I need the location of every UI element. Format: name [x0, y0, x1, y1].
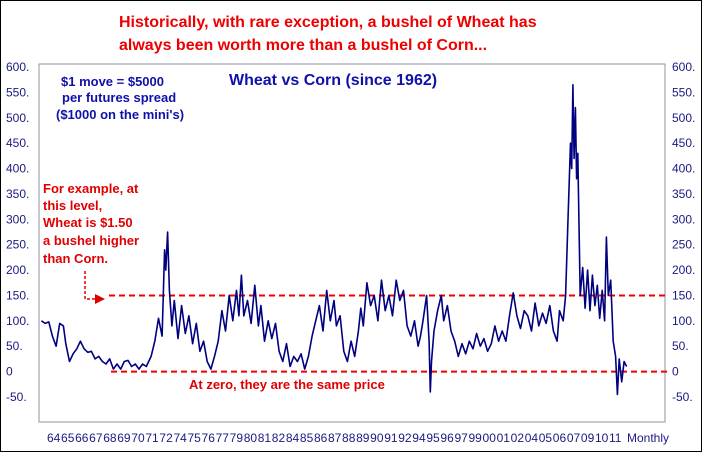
x-tick: 06 [553, 431, 567, 445]
x-tick: 94 [412, 431, 426, 445]
y-tick-left: 0 [6, 365, 13, 379]
y-tick-right: -50. [672, 390, 693, 404]
x-tick: 67 [89, 431, 103, 445]
x-tick: 68 [103, 431, 117, 445]
x-tick: 92 [398, 431, 412, 445]
x-tick: 99 [469, 431, 483, 445]
y-tick-left: 150. [6, 288, 29, 302]
x-tick: 11 [609, 431, 622, 445]
y-tick-left: 550. [6, 85, 29, 99]
x-tick: 09 [581, 431, 595, 445]
y-tick-right: 600. [672, 60, 695, 74]
spread-note-line-1: $1 move = $5000 [61, 74, 164, 89]
x-tick: 87 [328, 431, 342, 445]
example-note-line-5: than Corn. [43, 251, 108, 266]
y-axis-left: 600. 550. 500. 450. 400. 350. 300. 250. 200. 150.… [6, 60, 29, 404]
chart-title: Wheat vs Corn (since 1962) [229, 72, 437, 89]
y-tick-right: 100. [672, 314, 695, 328]
wheat-corn-spread-line [40, 84, 628, 396]
x-tick: 07 [567, 431, 581, 445]
y-tick-left: 600. [6, 60, 29, 74]
x-tick: 76 [202, 431, 216, 445]
y-tick-right: 450. [672, 136, 695, 150]
x-tick: 82 [272, 431, 286, 445]
y-tick-left: 300. [6, 212, 29, 226]
x-tick: 95 [426, 431, 440, 445]
x-tick: 88 [342, 431, 356, 445]
x-tick: 85 [300, 431, 314, 445]
y-tick-left: 450. [6, 136, 29, 150]
x-tick: 64 [47, 431, 61, 445]
example-note-line-4: a bushel higher [43, 233, 139, 248]
x-tick: 81 [258, 431, 272, 445]
x-tick: 80 [244, 431, 258, 445]
y-tick-right: 550. [672, 85, 695, 99]
y-tick-left: 50. [6, 339, 23, 353]
headline-line-1: Historically, with rare exception, a bus… [119, 14, 537, 31]
y-tick-right: 0 [672, 365, 679, 379]
x-tick: 66 [75, 431, 89, 445]
x-axis-label: Monthly [627, 431, 669, 445]
x-tick: 65 [61, 431, 75, 445]
x-tick: 91 [384, 431, 398, 445]
plot-area [38, 63, 666, 423]
x-tick: 70 [131, 431, 145, 445]
y-tick-right: 200. [672, 263, 695, 277]
x-tick: 69 [117, 431, 131, 445]
x-tick: 71 [145, 431, 159, 445]
x-tick: 77 [216, 431, 230, 445]
x-tick: 79 [230, 431, 244, 445]
headline-line-2: always been worth more than a bushel of … [119, 37, 487, 54]
x-tick: 05 [539, 431, 553, 445]
y-axis-right: 600. 550. 500. 450. 400. 350. 300. 250. 200. 150.… [672, 60, 695, 404]
example-pointer-arrowhead [95, 294, 105, 304]
x-tick: 86 [314, 431, 328, 445]
y-tick-right: 250. [672, 238, 695, 252]
example-note-line-1: For example, at [43, 181, 139, 196]
zero-note: At zero, they are the same price [189, 377, 385, 392]
y-tick-right: 300. [672, 212, 695, 226]
x-tick: 75 [188, 431, 202, 445]
x-tick: 01 [497, 431, 511, 445]
reference-lines [109, 294, 667, 373]
y-tick-left: 400. [6, 162, 29, 176]
y-tick-left: -50. [6, 390, 27, 404]
x-tick: 10 [595, 431, 609, 445]
y-tick-left: 500. [6, 111, 29, 125]
y-tick-left: 250. [6, 238, 29, 252]
x-tick: 89 [356, 431, 370, 445]
y-tick-right: 500. [672, 111, 695, 125]
example-pointer-line [84, 271, 99, 300]
x-tick: 00 [483, 431, 497, 445]
x-tick: 84 [286, 431, 300, 445]
y-tick-right: 350. [672, 187, 695, 201]
spread-note-line-3: ($1000 on the mini's) [56, 107, 184, 122]
y-tick-left: 350. [6, 187, 29, 201]
y-tick-right: 400. [672, 162, 695, 176]
example-note-line-3: Wheat is $1.50 [43, 215, 133, 230]
x-tick: 90 [370, 431, 384, 445]
x-axis: 64 65 66 67 68 69 70 71 72 74 75 76 77 79 80 81 82 84 85 86… [47, 431, 622, 445]
x-tick: 72 [159, 431, 173, 445]
y-tick-left: 100. [6, 314, 29, 328]
y-tick-right: 150. [672, 288, 695, 302]
spread-note-line-2: per futures spread [62, 90, 176, 105]
y-tick-left: 200. [6, 263, 29, 277]
x-tick: 74 [173, 431, 187, 445]
x-tick: 04 [525, 431, 539, 445]
x-tick: 02 [511, 431, 525, 445]
x-tick: 96 [440, 431, 454, 445]
example-note-line-2: this level, [43, 198, 102, 213]
y-tick-right: 50. [672, 339, 689, 353]
x-tick: 97 [454, 431, 468, 445]
